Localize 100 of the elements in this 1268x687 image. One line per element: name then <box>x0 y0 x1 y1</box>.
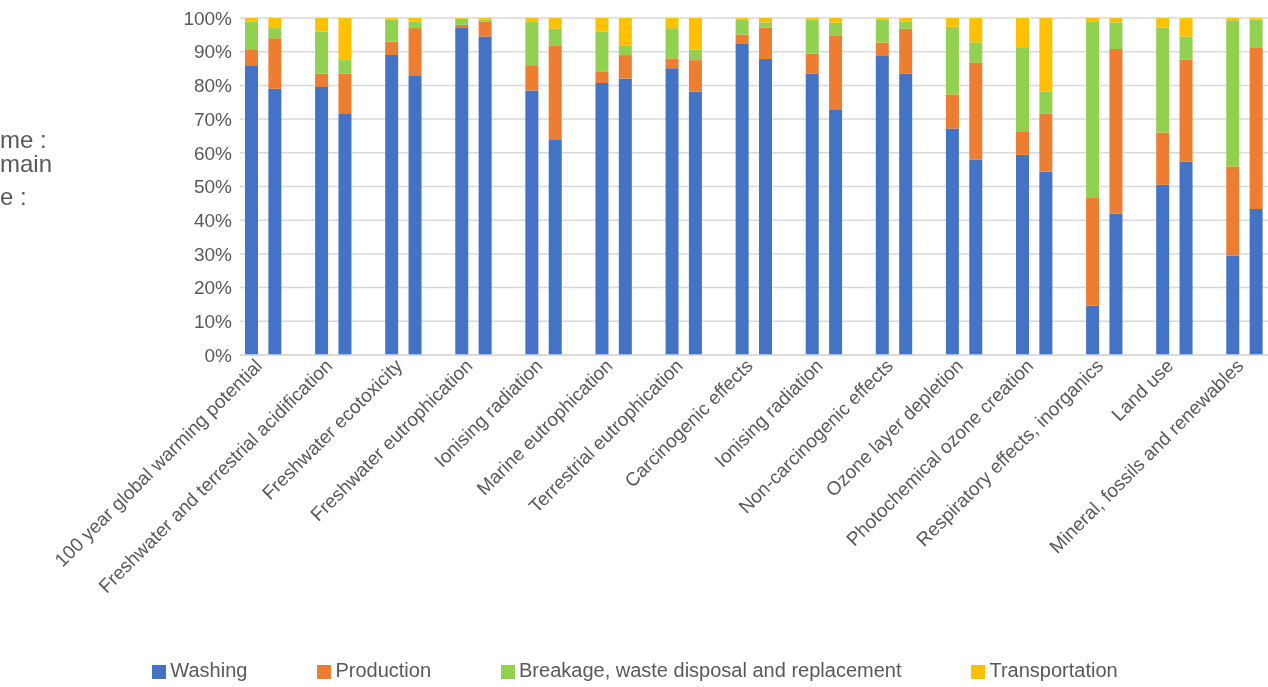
bar <box>805 73 819 355</box>
bar <box>735 34 749 44</box>
legend-label: Transportation <box>989 659 1118 681</box>
bar <box>665 18 679 29</box>
bar <box>1179 18 1193 37</box>
bar <box>525 21 539 66</box>
y-tick-label: 20% <box>193 277 233 299</box>
bar <box>595 71 609 84</box>
y-tick-label: 80% <box>193 75 233 97</box>
bar <box>1016 47 1029 132</box>
bar <box>1016 154 1029 355</box>
bar <box>548 18 562 29</box>
bar <box>1156 132 1170 185</box>
bar <box>829 22 843 36</box>
bar <box>595 31 609 72</box>
bar <box>268 38 282 89</box>
y-tick-label: 100% <box>183 7 233 29</box>
bar <box>1109 22 1123 49</box>
y-tick-label: 30% <box>193 243 233 265</box>
bar <box>1039 113 1053 172</box>
bar <box>385 41 399 56</box>
y-tick-label: 40% <box>193 209 233 231</box>
bar <box>969 42 983 63</box>
bar <box>805 53 819 74</box>
bar <box>595 83 609 355</box>
bar <box>408 75 422 355</box>
bar <box>969 18 983 43</box>
bar <box>899 28 913 74</box>
bar <box>1016 131 1029 155</box>
bar <box>1109 49 1123 214</box>
bar <box>315 31 329 74</box>
bar <box>969 62 983 160</box>
text: e : <box>0 183 27 211</box>
bar <box>899 21 913 29</box>
bar <box>595 18 609 32</box>
bar <box>1039 18 1053 92</box>
bar <box>1039 171 1053 355</box>
bar <box>1249 19 1263 48</box>
bar <box>408 21 422 29</box>
bar <box>1086 305 1100 355</box>
bar <box>338 60 352 74</box>
bar <box>688 91 702 355</box>
bar <box>875 56 889 355</box>
bar <box>268 88 282 355</box>
bar <box>618 45 632 56</box>
bar <box>478 21 492 37</box>
bar <box>1086 197 1100 306</box>
bar <box>315 73 329 88</box>
bar <box>1179 161 1193 355</box>
bar <box>1249 47 1263 210</box>
bar <box>1226 20 1240 167</box>
bar <box>1086 21 1100 198</box>
bar <box>315 18 329 32</box>
y-tick-label: 60% <box>193 142 233 164</box>
bar <box>618 55 632 79</box>
bar <box>875 19 889 43</box>
bar <box>525 90 539 355</box>
bar <box>338 18 352 61</box>
bar <box>245 21 258 51</box>
bar <box>1179 59 1193 162</box>
bar <box>688 60 702 92</box>
y-tick-label: 90% <box>193 41 233 63</box>
bar <box>688 49 702 61</box>
bar <box>1039 91 1053 114</box>
bar <box>945 128 959 355</box>
bar <box>759 27 772 60</box>
bar <box>478 36 492 355</box>
bar <box>268 28 282 39</box>
y-tick-label: 50% <box>193 176 233 198</box>
legend-label: Washing <box>170 659 248 681</box>
bar <box>268 18 282 29</box>
bar <box>665 28 679 59</box>
bar <box>688 18 702 50</box>
bar <box>945 26 959 95</box>
bar <box>618 78 632 355</box>
bar <box>618 18 632 46</box>
bar <box>759 59 772 355</box>
bar <box>875 42 889 57</box>
bar <box>805 19 819 54</box>
bar <box>1179 36 1193 60</box>
bar <box>548 45 562 140</box>
bar <box>525 65 539 91</box>
bar <box>1156 27 1170 133</box>
bar <box>245 50 258 66</box>
bar <box>735 19 749 35</box>
y-tick-label: 70% <box>193 108 233 130</box>
bar <box>455 28 469 355</box>
bar <box>385 19 399 42</box>
bar <box>455 18 469 25</box>
bar <box>1226 255 1240 355</box>
bar <box>1156 18 1170 28</box>
y-tick-label: 10% <box>193 311 233 333</box>
bar <box>338 114 352 355</box>
bar <box>969 159 983 355</box>
bar <box>759 22 772 28</box>
bar <box>548 28 562 46</box>
bar <box>1016 18 1029 48</box>
legend-label: Breakage, waste disposal and replacement <box>519 659 902 681</box>
bar <box>829 110 843 355</box>
bar <box>1156 184 1170 355</box>
